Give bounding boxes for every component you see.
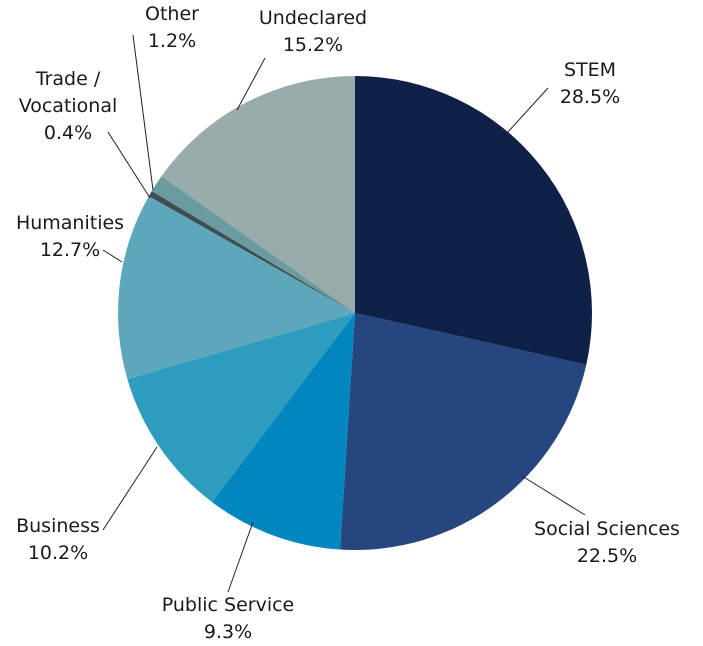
slice-label: Social Sciences 22.5% [534,516,680,570]
pie-slice [117,196,355,380]
leader-line [227,521,254,593]
slice-label: Trade / Vocational 0.4% [8,66,128,147]
leader-line [102,249,123,263]
leader-line [236,57,266,111]
leader-lines [102,34,586,593]
category-name: Public Service [161,594,295,616]
value-label: 12.7% [39,239,101,261]
category-name: STEM [563,59,617,81]
category-name: Other [145,3,199,25]
pie-slice [127,313,355,503]
leader-line [506,87,549,134]
slice-label: STEM 28.5% [560,57,620,111]
category-name: Social Sciences [534,518,680,540]
value-label: 1.2% [147,30,197,52]
pie-slice [212,313,355,550]
leader-line [107,131,151,199]
value-label: 15.2% [282,34,344,56]
leader-line [521,475,586,516]
value-label: 10.2% [27,542,89,564]
slice-label: Public Service 9.3% [162,592,295,646]
leader-line [102,446,158,531]
pie-slice [355,76,592,365]
pie-slice [340,313,587,550]
leader-line [132,34,154,191]
value-label: 9.3% [203,621,253,643]
category-name: Undeclared [258,7,368,29]
slice-label: Undeclared 15.2% [259,5,367,59]
value-label: 28.5% [559,86,621,108]
value-label: 22.5% [576,545,638,567]
category-name: Humanities [15,212,125,234]
value-label: 0.4% [43,122,93,144]
slice-label: Other 1.2% [145,1,199,55]
pie-slice [161,76,355,313]
slice-label: Humanities 12.7% [16,210,124,264]
pie-slice [148,191,355,313]
pie-slice [151,176,355,313]
slice-label: Business 10.2% [16,513,100,567]
category-name: Trade / Vocational [18,68,118,117]
category-name: Business [16,515,100,537]
